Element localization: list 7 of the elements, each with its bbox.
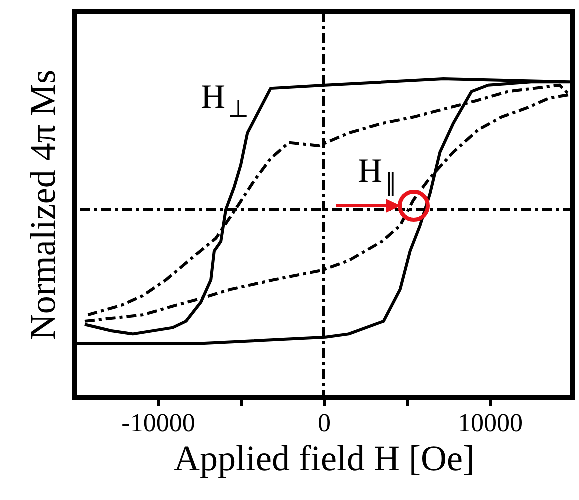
x-axis-title: Applied field H [Oe] [174, 438, 475, 478]
x-tick-label: 0 [318, 408, 331, 438]
x-tick-label: 10000 [458, 408, 523, 438]
annotation: H∥ [358, 153, 397, 197]
x-tick-label: -10000 [122, 408, 196, 438]
y-axis-title: Normalized 4π Ms [23, 70, 63, 340]
annotation: H⊥ [201, 79, 249, 123]
